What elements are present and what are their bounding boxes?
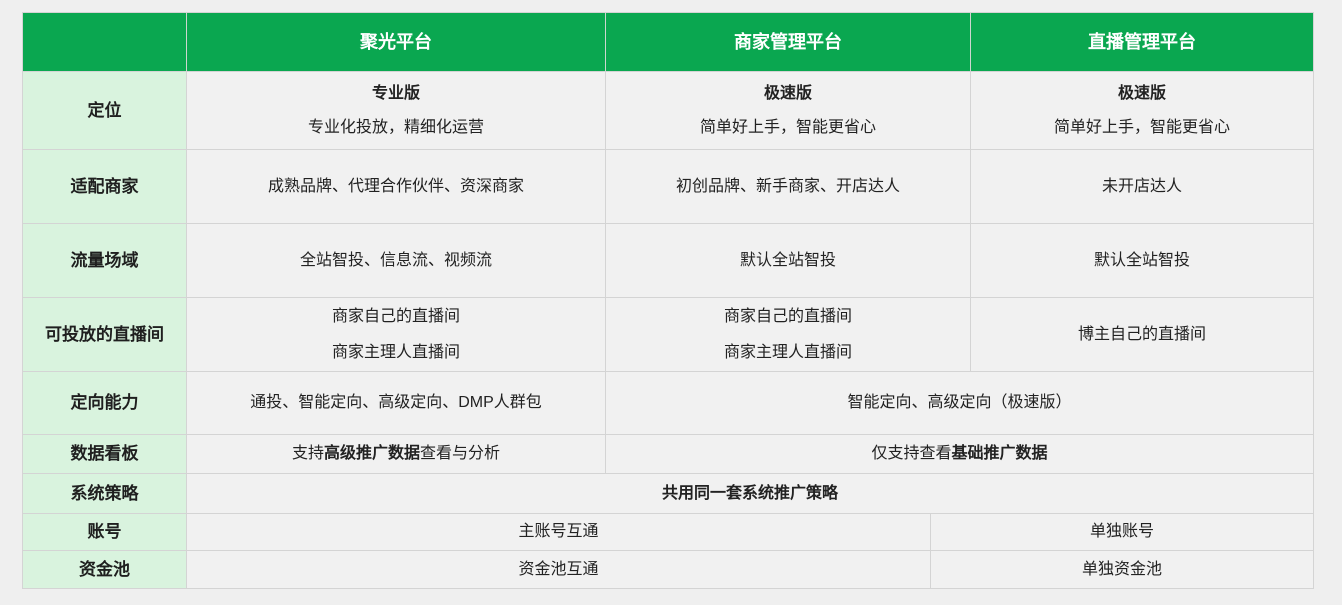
dashboard-juguang-bold: 高级推广数据	[323, 445, 420, 462]
header-row: 聚光平台 商家管理平台 直播管理平台	[23, 13, 1313, 72]
live-rooms-juguang-line2: 商家主理人直播间	[331, 343, 460, 361]
cell-suited-juguang: 成熟品牌、代理合作伙伴、资深商家	[187, 150, 606, 223]
cell-traffic-juguang: 全站智投、信息流、视频流	[187, 224, 606, 297]
cell-live-rooms-live: 博主自己的直播间	[971, 298, 1313, 371]
cell-dashboard-merged: 仅支持查看基础推广数据	[606, 435, 1313, 473]
row-label-system-strategy: 系统策略	[23, 474, 187, 513]
row-label-live-rooms: 可投放的直播间	[23, 298, 187, 371]
positioning-merchant-desc: 简单好上手，智能更省心	[699, 118, 876, 136]
cell-suited-merchant: 初创品牌、新手商家、开店达人	[606, 150, 971, 223]
cell-suited-live: 未开店达人	[971, 150, 1313, 223]
header-cell-labels	[23, 13, 187, 71]
live-rooms-merchant-line2: 商家主理人直播间	[723, 343, 852, 361]
row-label-dashboard: 数据看板	[23, 435, 187, 473]
row-label-traffic-fields: 流量场域	[23, 224, 187, 297]
row-dashboard: 数据看板 支持高级推广数据查看与分析 仅支持查看基础推广数据	[23, 435, 1313, 474]
positioning-juguang-title: 专业版	[371, 84, 420, 102]
dashboard-juguang-text: 支持高级推广数据查看与分析	[292, 444, 500, 464]
positioning-merchant-title: 极速版	[763, 84, 812, 102]
row-funds-pool: 资金池 资金池互通 单独资金池	[23, 551, 1313, 588]
live-rooms-merchant-line1: 商家自己的直播间	[723, 307, 852, 325]
header-cell-merchant: 商家管理平台	[606, 13, 971, 71]
cell-targeting-juguang: 通投、智能定向、高级定向、DMP人群包	[187, 372, 606, 434]
row-label-suited-merchants: 适配商家	[23, 150, 187, 223]
row-label-positioning: 定位	[23, 72, 187, 149]
row-targeting: 定向能力 通投、智能定向、高级定向、DMP人群包 智能定向、高级定向（极速版）	[23, 372, 1313, 435]
row-account: 账号 主账号互通 单独账号	[23, 514, 1313, 551]
dashboard-merged-text: 仅支持查看基础推广数据	[871, 444, 1047, 464]
cell-funds-pool-live: 单独资金池	[931, 551, 1313, 588]
cell-positioning-live: 极速版 简单好上手，智能更省心	[971, 72, 1313, 149]
cell-account-merged: 主账号互通	[187, 514, 931, 550]
cell-traffic-merchant: 默认全站智投	[606, 224, 971, 297]
cell-positioning-juguang: 专业版 专业化投放，精细化运营	[187, 72, 606, 149]
cell-targeting-merged: 智能定向、高级定向（极速版）	[606, 372, 1313, 434]
cell-system-strategy-merged: 共用同一套系统推广策略	[187, 474, 1313, 513]
cell-account-live: 单独账号	[931, 514, 1313, 550]
cell-positioning-merchant: 极速版 简单好上手，智能更省心	[606, 72, 971, 149]
header-cell-live: 直播管理平台	[971, 13, 1313, 71]
live-rooms-juguang-line1: 商家自己的直播间	[331, 307, 460, 325]
cell-funds-pool-merged: 资金池互通	[187, 551, 931, 588]
cell-traffic-live: 默认全站智投	[971, 224, 1313, 297]
header-cell-juguang: 聚光平台	[187, 13, 606, 71]
row-suited-merchants: 适配商家 成熟品牌、代理合作伙伴、资深商家 初创品牌、新手商家、开店达人 未开店…	[23, 150, 1313, 224]
dashboard-juguang-prefix: 支持	[291, 445, 324, 462]
platform-comparison-table: 聚光平台 商家管理平台 直播管理平台 定位 专业版 专业化投放，精细化运营 极速…	[22, 12, 1314, 589]
row-positioning: 定位 专业版 专业化投放，精细化运营 极速版 简单好上手，智能更省心 极速版 简…	[23, 72, 1313, 150]
row-system-strategy: 系统策略 共用同一套系统推广策略	[23, 474, 1313, 514]
dashboard-merged-bold: 基础推广数据	[951, 445, 1048, 462]
dashboard-merged-prefix: 仅支持查看	[871, 445, 952, 462]
row-label-account: 账号	[23, 514, 187, 550]
positioning-live-title: 极速版	[1117, 84, 1166, 102]
row-label-funds-pool: 资金池	[23, 551, 187, 588]
row-traffic-fields: 流量场域 全站智投、信息流、视频流 默认全站智投 默认全站智投	[23, 224, 1313, 298]
row-live-rooms: 可投放的直播间 商家自己的直播间 商家主理人直播间 商家自己的直播间 商家主理人…	[23, 298, 1313, 372]
positioning-juguang-desc: 专业化投放，精细化运营	[307, 118, 484, 136]
positioning-live-desc: 简单好上手，智能更省心	[1053, 118, 1230, 136]
cell-live-rooms-merchant: 商家自己的直播间 商家主理人直播间	[606, 298, 971, 371]
cell-live-rooms-juguang: 商家自己的直播间 商家主理人直播间	[187, 298, 606, 371]
cell-dashboard-juguang: 支持高级推广数据查看与分析	[187, 435, 606, 473]
dashboard-juguang-suffix: 查看与分析	[420, 445, 501, 462]
row-label-targeting: 定向能力	[23, 372, 187, 434]
